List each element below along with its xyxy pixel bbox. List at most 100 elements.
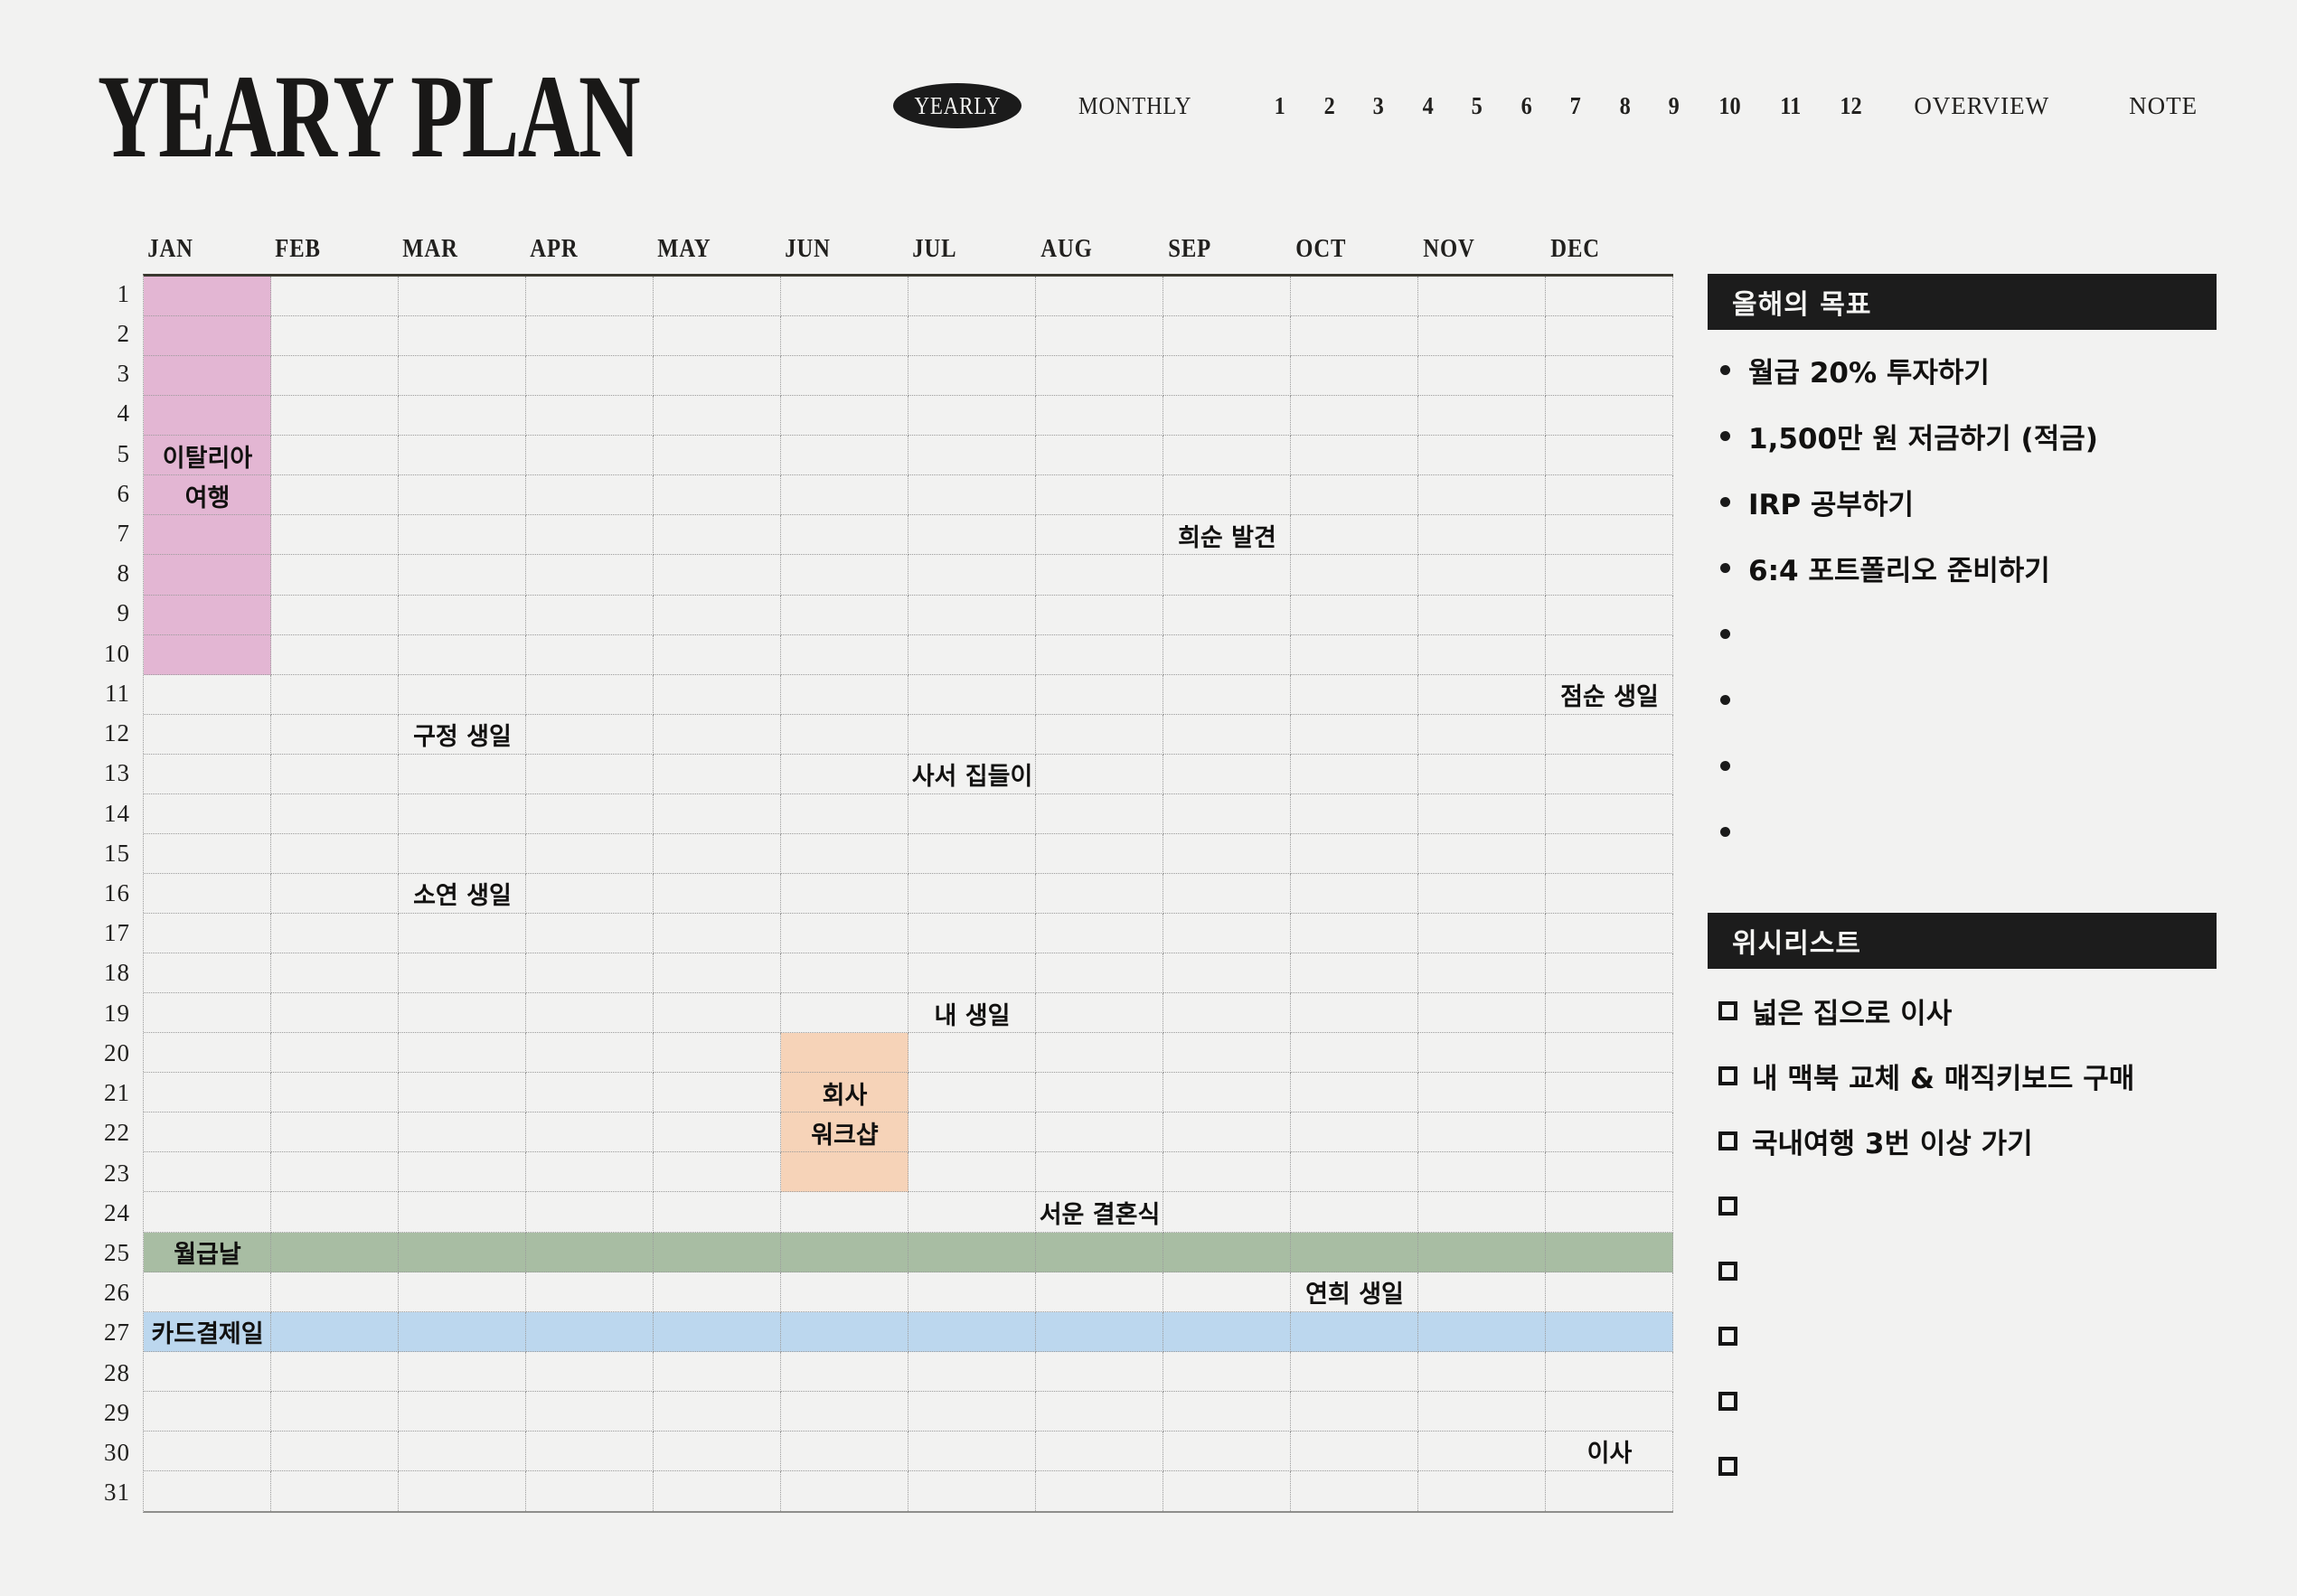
grid-cell[interactable] <box>1546 436 1673 476</box>
grid-cell[interactable] <box>271 555 399 596</box>
grid-cell[interactable] <box>271 595 399 635</box>
checkbox-icon[interactable] <box>1718 1000 1737 1020</box>
grid-cell[interactable] <box>1546 277 1673 317</box>
grid-cell[interactable] <box>1291 1470 1418 1511</box>
grid-cell[interactable] <box>271 674 399 715</box>
grid-cell[interactable] <box>1163 714 1291 755</box>
grid-cell[interactable] <box>526 714 654 755</box>
grid-cell[interactable] <box>908 475 1036 516</box>
grid-cell[interactable] <box>399 277 526 317</box>
grid-cell[interactable] <box>271 1113 399 1153</box>
grid-cell[interactable] <box>908 436 1036 476</box>
grid-cell[interactable] <box>1291 555 1418 596</box>
grid-cell[interactable] <box>1546 1470 1673 1511</box>
grid-cell[interactable] <box>399 754 526 794</box>
grid-cell[interactable] <box>781 396 908 437</box>
grid-cell[interactable] <box>1291 634 1418 675</box>
grid-cell[interactable] <box>1418 1351 1546 1392</box>
grid-cell[interactable] <box>1546 873 1673 915</box>
grid-cell[interactable] <box>654 1391 781 1432</box>
grid-cell[interactable] <box>1036 914 1163 954</box>
grid-cell[interactable] <box>1036 793 1163 834</box>
grid-cell[interactable] <box>908 316 1036 357</box>
grid-cell[interactable] <box>526 914 654 954</box>
grid-cell[interactable] <box>1036 316 1163 357</box>
grid-cell[interactable] <box>144 475 271 516</box>
grid-cell[interactable] <box>654 436 781 476</box>
grid-cell[interactable] <box>526 1351 654 1392</box>
grid-cell[interactable] <box>526 1152 654 1193</box>
grid-cell[interactable] <box>1418 1232 1546 1272</box>
grid-cell[interactable] <box>271 1311 399 1352</box>
grid-cell[interactable] <box>1546 674 1673 715</box>
grid-cell[interactable] <box>781 1192 908 1233</box>
grid-cell[interactable] <box>144 555 271 596</box>
grid-cell[interactable] <box>399 1113 526 1153</box>
grid-cell[interactable] <box>1546 515 1673 556</box>
grid-cell[interactable] <box>144 1073 271 1113</box>
grid-cell[interactable] <box>908 993 1036 1034</box>
grid-cell[interactable] <box>271 833 399 874</box>
grid-cell[interactable] <box>526 993 654 1034</box>
grid-cell[interactable] <box>1163 754 1291 794</box>
grid-cell[interactable] <box>1036 1351 1163 1392</box>
event-label[interactable]: 소연 생일 <box>413 882 512 911</box>
grid-cell[interactable] <box>1163 1033 1291 1074</box>
grid-cell[interactable] <box>654 993 781 1034</box>
grid-cell[interactable] <box>1291 316 1418 357</box>
tab-month-1[interactable]: 1 <box>1274 91 1286 119</box>
grid-cell[interactable] <box>271 1431 399 1471</box>
grid-cell[interactable] <box>1418 1272 1546 1312</box>
grid-cell[interactable] <box>654 634 781 675</box>
grid-cell[interactable] <box>1291 356 1418 397</box>
grid-cell[interactable] <box>271 277 399 317</box>
grid-cell[interactable] <box>654 1272 781 1312</box>
grid-cell[interactable] <box>1546 634 1673 675</box>
grid-cell[interactable] <box>144 674 271 715</box>
event-label[interactable]: 연희 생일 <box>1305 1281 1404 1310</box>
grid-cell[interactable] <box>1163 436 1291 476</box>
grid-cell[interactable] <box>1418 515 1546 556</box>
grid-cell[interactable] <box>1291 277 1418 317</box>
grid-cell[interactable] <box>399 833 526 874</box>
grid-cell[interactable] <box>526 1033 654 1074</box>
grid-cell[interactable] <box>399 396 526 437</box>
grid-cell[interactable] <box>399 515 526 556</box>
grid-cell[interactable] <box>1418 714 1546 755</box>
grid-cell[interactable] <box>908 833 1036 874</box>
grid-cell[interactable] <box>526 555 654 596</box>
checkbox-icon[interactable] <box>1718 1391 1737 1411</box>
event-label[interactable]: 여행 <box>184 483 231 512</box>
grid-cell[interactable] <box>144 993 271 1034</box>
grid-cell[interactable] <box>1163 356 1291 397</box>
grid-cell[interactable] <box>781 634 908 675</box>
wishlist-item[interactable] <box>1708 1238 2217 1303</box>
grid-cell[interactable] <box>1546 1391 1673 1432</box>
grid-cell[interactable] <box>144 914 271 954</box>
grid-cell[interactable] <box>526 833 654 874</box>
grid-cell[interactable] <box>781 555 908 596</box>
grid-cell[interactable] <box>1036 475 1163 516</box>
grid-cell[interactable] <box>1418 953 1546 994</box>
grid-cell[interactable] <box>1291 1113 1418 1153</box>
grid-cell[interactable] <box>781 1073 908 1113</box>
grid-cell[interactable] <box>1163 1272 1291 1312</box>
grid-cell[interactable] <box>526 1470 654 1511</box>
grid-cell[interactable] <box>1546 1152 1673 1193</box>
grid-cell[interactable] <box>526 396 654 437</box>
grid-cell[interactable] <box>399 1391 526 1432</box>
grid-cell[interactable] <box>526 873 654 915</box>
grid-cell[interactable] <box>1546 555 1673 596</box>
grid-cell[interactable] <box>908 754 1036 794</box>
grid-cell[interactable] <box>1546 993 1673 1034</box>
grid-cell[interactable] <box>1163 1391 1291 1432</box>
grid-cell[interactable] <box>908 1192 1036 1233</box>
grid-cell[interactable] <box>781 1033 908 1074</box>
grid-cell[interactable] <box>144 1431 271 1471</box>
grid-cell[interactable] <box>1036 436 1163 476</box>
grid-cell[interactable] <box>144 1391 271 1432</box>
grid-cell[interactable] <box>654 1232 781 1272</box>
event-label[interactable]: 희순 발견 <box>1178 523 1276 552</box>
grid-cell[interactable] <box>399 634 526 675</box>
grid-cell[interactable] <box>1418 595 1546 635</box>
